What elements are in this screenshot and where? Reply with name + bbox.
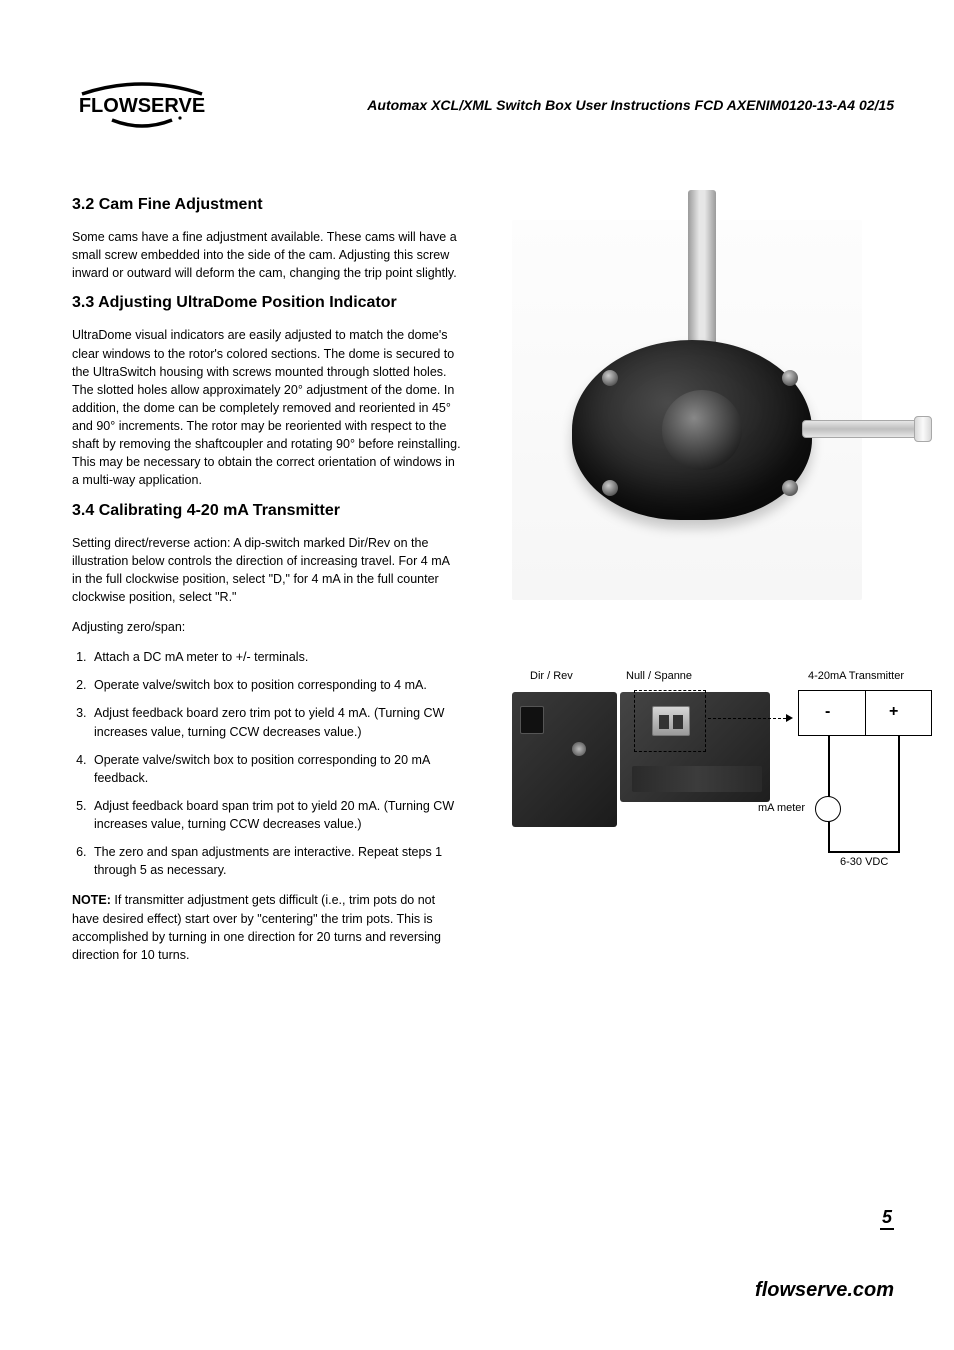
device-screw <box>602 370 618 386</box>
step-item: Adjust feedback board zero trim pot to y… <box>90 704 462 740</box>
step-item: The zero and span adjustments are intera… <box>90 843 462 879</box>
arrow-line <box>708 718 786 719</box>
device-screw <box>782 370 798 386</box>
heading-3-2: 3.2 Cam Fine Adjustment <box>72 196 462 214</box>
label-transmitter: 4-20mA Transmitter <box>808 670 904 682</box>
heading-3-4: 3.4 Calibrating 4-20 mA Transmitter <box>72 502 462 520</box>
note-body: If transmitter adjustment gets difficult… <box>72 893 441 961</box>
arrow-head-icon <box>786 714 793 722</box>
left-column: 3.2 Cam Fine Adjustment Some cams have a… <box>72 190 462 976</box>
wire <box>898 736 900 851</box>
circuit-board-front <box>512 692 617 827</box>
svg-text:FLOWSERVE: FLOWSERVE <box>79 95 205 117</box>
transmitter-divider <box>865 691 866 735</box>
page-number: 5 <box>880 1207 894 1230</box>
side-connector <box>802 420 922 438</box>
transmitter-box: - + <box>798 690 932 736</box>
wire <box>828 822 830 851</box>
step-item: Attach a DC mA meter to +/- terminals. <box>90 648 462 666</box>
label-meter: mA meter <box>758 802 805 814</box>
document-title: Automax XCL/XML Switch Box User Instruct… <box>367 97 894 113</box>
step-item: Adjust feedback board span trim pot to y… <box>90 797 462 833</box>
heading-3-3: 3.3 Adjusting UltraDome Position Indicat… <box>72 294 462 312</box>
wire <box>828 851 900 853</box>
steps-list: Attach a DC mA meter to +/- terminals. O… <box>72 648 462 879</box>
step-item: Operate valve/switch box to position cor… <box>90 676 462 694</box>
flowserve-logo: FLOWSERVE <box>72 80 212 130</box>
paragraph-3-2: Some cams have a fine adjustment availab… <box>72 228 462 282</box>
device-shaft <box>688 190 716 350</box>
label-null-spanne: Null / Spanne <box>626 670 692 682</box>
paragraph-3-4a: Setting direct/reverse action: A dip-swi… <box>72 534 462 607</box>
step-item: Operate valve/switch box to position cor… <box>90 751 462 787</box>
label-dir-rev: Dir / Rev <box>530 670 573 682</box>
page-header: FLOWSERVE Automax XCL/XML Switch Box Use… <box>72 80 894 130</box>
footer-url: flowserve.com <box>755 1279 894 1302</box>
note-paragraph: NOTE: If transmitter adjustment gets dif… <box>72 891 462 964</box>
device-photo <box>512 220 862 600</box>
dip-switch-icon <box>652 706 690 736</box>
content-columns: 3.2 Cam Fine Adjustment Some cams have a… <box>72 190 894 976</box>
device-screw <box>602 480 618 496</box>
paragraph-3-4b: Adjusting zero/span: <box>72 618 462 636</box>
wire <box>828 736 830 802</box>
paragraph-3-3: UltraDome visual indicators are easily a… <box>72 326 462 489</box>
device-center <box>662 390 742 470</box>
note-label: NOTE: <box>72 893 111 907</box>
device-screw <box>782 480 798 496</box>
trim-pot-row <box>632 766 762 792</box>
label-vdc: 6-30 VDC <box>840 856 888 868</box>
label-plus: + <box>889 703 898 721</box>
meter-circle-icon <box>815 796 841 822</box>
side-connector-cap <box>914 416 932 442</box>
label-minus: - <box>825 703 830 721</box>
right-column: Dir / Rev Null / Spanne 4-20mA Transmitt… <box>502 190 894 976</box>
circuit-diagram: Dir / Rev Null / Spanne 4-20mA Transmitt… <box>512 670 932 890</box>
